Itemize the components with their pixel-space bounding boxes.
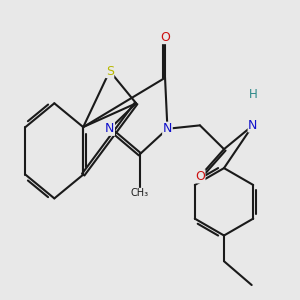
Text: N: N: [105, 122, 114, 135]
Text: CH₃: CH₃: [131, 188, 149, 198]
Text: N: N: [248, 119, 258, 132]
Text: S: S: [106, 64, 114, 77]
Text: N: N: [163, 122, 172, 135]
Text: O: O: [160, 31, 170, 44]
Text: H: H: [248, 88, 257, 101]
Text: O: O: [195, 170, 205, 183]
